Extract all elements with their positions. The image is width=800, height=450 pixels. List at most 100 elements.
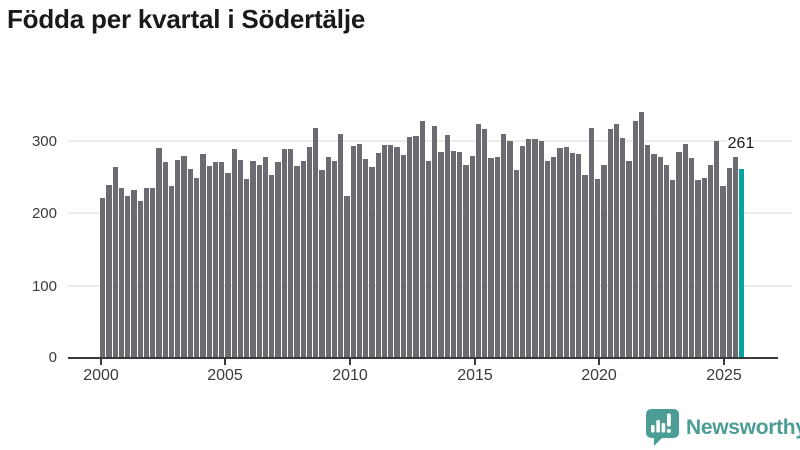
bar bbox=[375, 153, 381, 357]
bar bbox=[732, 157, 739, 357]
chart-title: Födda per kvartal i Södertälje bbox=[7, 4, 366, 34]
bar bbox=[388, 145, 394, 357]
bar bbox=[175, 160, 181, 357]
bar bbox=[118, 188, 125, 357]
bar bbox=[407, 137, 413, 357]
bar bbox=[714, 141, 720, 357]
bar bbox=[695, 180, 701, 357]
bar bbox=[676, 152, 682, 357]
bar bbox=[294, 165, 300, 357]
newsworthy-logo[interactable]: Newsworthy bbox=[646, 409, 800, 446]
bar bbox=[143, 188, 150, 357]
bar bbox=[632, 121, 638, 357]
bar bbox=[582, 175, 588, 357]
xtick-2015 bbox=[474, 358, 476, 365]
bar bbox=[356, 143, 363, 357]
highlighted-bar bbox=[739, 168, 745, 357]
xtick-label-2025: 2025 bbox=[706, 367, 742, 384]
bar bbox=[638, 111, 645, 357]
bar bbox=[162, 161, 168, 357]
bar bbox=[626, 160, 632, 357]
bar bbox=[557, 147, 563, 357]
bar bbox=[532, 138, 538, 357]
bar bbox=[544, 160, 551, 357]
bar bbox=[513, 170, 519, 357]
bar bbox=[237, 160, 244, 357]
bar bbox=[131, 189, 137, 357]
xtick-label-2005: 2005 bbox=[207, 367, 243, 384]
highlight-value-label: 261 bbox=[727, 135, 755, 152]
bar bbox=[344, 195, 350, 357]
bar bbox=[438, 151, 444, 357]
bar bbox=[319, 170, 325, 357]
bar bbox=[225, 173, 231, 357]
bar bbox=[450, 150, 457, 357]
bar bbox=[413, 136, 419, 357]
bar bbox=[125, 195, 131, 357]
bar bbox=[657, 156, 663, 357]
bar bbox=[707, 165, 714, 357]
xtick-2000 bbox=[100, 358, 102, 365]
bar bbox=[137, 200, 143, 357]
bar bbox=[551, 156, 557, 357]
bar bbox=[701, 177, 707, 357]
bar bbox=[432, 126, 438, 357]
bar bbox=[400, 155, 407, 357]
bar bbox=[569, 153, 576, 357]
bar bbox=[306, 146, 313, 357]
bar bbox=[507, 140, 513, 357]
bar bbox=[563, 146, 569, 357]
bar bbox=[369, 166, 375, 357]
bar bbox=[670, 180, 676, 357]
bar bbox=[601, 165, 607, 357]
xtick-2005 bbox=[224, 358, 226, 365]
xtick-2010 bbox=[349, 358, 351, 365]
bar bbox=[338, 134, 344, 357]
bar bbox=[231, 148, 237, 357]
bar bbox=[112, 167, 118, 357]
ytick-label-200: 200 bbox=[31, 205, 57, 222]
bar bbox=[313, 128, 319, 357]
ytick-label-100: 100 bbox=[31, 278, 57, 295]
ytick-label-0: 0 bbox=[48, 349, 57, 366]
bar bbox=[281, 149, 287, 357]
bar bbox=[620, 137, 626, 357]
bar bbox=[419, 121, 425, 357]
bar bbox=[206, 165, 212, 357]
bar bbox=[444, 134, 450, 357]
bar bbox=[150, 188, 156, 357]
bar bbox=[663, 164, 670, 357]
bar bbox=[187, 168, 193, 357]
bar bbox=[482, 129, 488, 357]
newsworthy-logo-text: Newsworthy bbox=[686, 415, 800, 439]
bar bbox=[594, 178, 601, 357]
xtick-2025 bbox=[723, 358, 725, 365]
xtick-label-2000: 2000 bbox=[83, 367, 119, 384]
bar bbox=[287, 149, 294, 357]
bar bbox=[726, 168, 732, 357]
bar bbox=[106, 184, 112, 357]
bar bbox=[262, 156, 269, 357]
x-axis-line bbox=[68, 357, 778, 359]
bar bbox=[457, 151, 463, 357]
newsworthy-speech-bubble-chart-icon bbox=[646, 409, 679, 446]
bar bbox=[720, 186, 726, 357]
bar bbox=[494, 156, 500, 357]
bar bbox=[250, 160, 256, 357]
bar bbox=[538, 141, 544, 357]
bar bbox=[425, 160, 432, 357]
bar bbox=[682, 144, 688, 357]
bar bbox=[613, 124, 620, 357]
bar bbox=[350, 145, 356, 357]
bar bbox=[607, 129, 613, 357]
bar bbox=[300, 160, 306, 357]
bar bbox=[469, 155, 475, 357]
bar bbox=[325, 157, 331, 357]
xtick-label-2010: 2010 bbox=[332, 367, 368, 384]
ytick-label-300: 300 bbox=[31, 133, 57, 150]
bar bbox=[645, 145, 651, 357]
bar bbox=[475, 124, 482, 357]
bar bbox=[212, 161, 219, 357]
xtick-2020 bbox=[598, 358, 600, 365]
bar bbox=[394, 146, 400, 357]
